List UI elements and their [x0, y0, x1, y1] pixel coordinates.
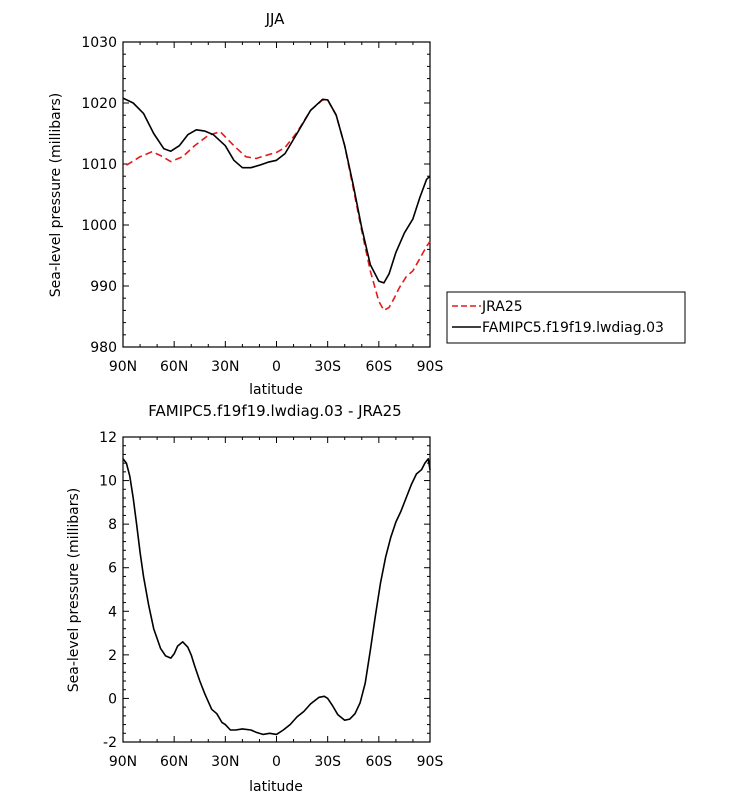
x-axis: 90N 60N 30N 0 30S 60S 90S	[109, 42, 444, 375]
series-line-famipc5-f19f19-lwdiag-03	[122, 97, 431, 284]
x-axis: 90N 60N 30N 0 30S 60S 90S	[109, 437, 444, 770]
y-tick-label: 1020	[81, 96, 117, 112]
y-tick-label: 990	[90, 279, 117, 295]
x-tick-label: 0	[272, 754, 281, 770]
legend: JRA25 FAMIPC5.f19f19.lwdiag.03	[446, 291, 686, 344]
y-tick-label: 10	[99, 474, 117, 490]
y-tick-label: 4	[108, 604, 117, 620]
y-tick-label: 2	[108, 648, 117, 664]
x-axis-label: latitude	[249, 382, 303, 398]
y-tick-label: 1030	[81, 35, 117, 51]
panel-title: FAMIPC5.f19f19.lwdiag.03 - JRA25	[148, 402, 401, 420]
series-layer	[122, 97, 431, 312]
y-axis: 980 990 1000 1010 1020 1030	[81, 35, 430, 356]
y-tick-label: 12	[99, 430, 117, 446]
x-tick-label: 30N	[211, 359, 239, 375]
y-tick-label: 8	[108, 517, 117, 533]
y-axis-label: Sea-level pressure (millibars)	[66, 488, 82, 692]
legend-label-jra25: JRA25	[481, 299, 523, 315]
y-tick-label: -2	[103, 735, 117, 751]
legend-box	[446, 291, 686, 344]
x-tick-label: 0	[272, 359, 281, 375]
x-tick-label: 60N	[160, 359, 188, 375]
y-tick-label: 6	[108, 561, 117, 577]
x-tick-label: 60S	[365, 754, 392, 770]
y-tick-label: 1010	[81, 157, 117, 173]
x-tick-label: 60S	[365, 359, 392, 375]
y-tick-label: 0	[108, 691, 117, 707]
y-axis-label: Sea-level pressure (millibars)	[48, 93, 64, 297]
x-tick-label: 30N	[211, 754, 239, 770]
panel-title: JJA	[265, 10, 286, 28]
x-tick-label: 90S	[417, 754, 444, 770]
panel-jja: JJA 980 990 1000 1010 1020 1030 90N 60N 30N 0 30S…	[48, 10, 686, 398]
panel-difference: FAMIPC5.f19f19.lwdiag.03 - JRA25 -2 0 2 4 6 8…	[66, 402, 443, 795]
series-layer	[122, 457, 431, 736]
x-tick-label: 30S	[314, 359, 341, 375]
x-tick-label: 90N	[109, 754, 137, 770]
series-line-difference	[122, 457, 431, 736]
x-tick-label: 90N	[109, 359, 137, 375]
plot-frame	[122, 436, 431, 743]
y-tick-label: 1000	[81, 218, 117, 234]
y-axis: -2 0 2 4 6 8 10 12	[99, 430, 430, 751]
y-tick-label: 980	[90, 340, 117, 356]
plot-frame	[122, 41, 431, 348]
series-line-jra25	[125, 99, 431, 312]
x-tick-label: 30S	[314, 754, 341, 770]
x-tick-label: 60N	[160, 754, 188, 770]
x-axis-label: latitude	[249, 779, 303, 795]
x-tick-label: 90S	[417, 359, 444, 375]
legend-label-model: FAMIPC5.f19f19.lwdiag.03	[482, 320, 664, 336]
